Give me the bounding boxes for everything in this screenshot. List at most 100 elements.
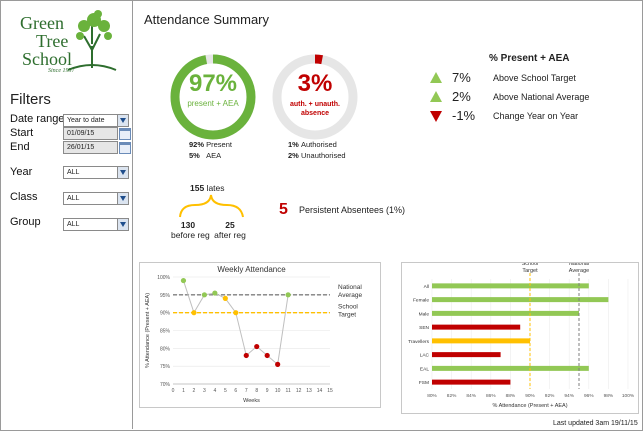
lates-after-value: 25	[225, 220, 235, 230]
year-label: Year	[10, 166, 33, 178]
chart-title: Weekly Attendance	[217, 265, 286, 274]
lates-after-label: after reg	[214, 230, 246, 240]
main-panel: Attendance Summary 97% present + AEA 92%…	[133, 0, 641, 429]
class-value: ALL	[67, 195, 80, 202]
x-tick-label: 13	[306, 388, 312, 394]
end-date-value: 26/01/15	[67, 144, 95, 151]
category-label: SEN	[419, 325, 429, 331]
kpi-label: Above National Average	[493, 92, 590, 102]
arrow-up-icon	[430, 72, 442, 83]
class-select[interactable]: ALL	[63, 192, 129, 205]
calendar-icon[interactable]	[119, 142, 131, 154]
x-tick-label: 86%	[486, 393, 496, 399]
year-select[interactable]: ALL	[63, 166, 129, 179]
persistent-label: Persistent Absentees (1%)	[299, 205, 406, 215]
national-average-label-1: National	[338, 284, 362, 291]
present-gauge-arc	[170, 54, 256, 140]
x-tick-label: 4	[213, 388, 216, 394]
data-point	[285, 292, 291, 298]
reference-label-1: School	[522, 263, 539, 267]
x-tick-label: 6	[234, 388, 237, 394]
bar	[432, 297, 609, 303]
unauthorised-text: Unauthorised	[300, 151, 346, 160]
chevron-down-icon[interactable]	[117, 167, 128, 178]
x-tick-label: 9	[266, 388, 269, 394]
sidebar: Green Tree School Since 1957 Filters Dat…	[0, 0, 133, 429]
logo-since: Since 1957	[48, 68, 75, 74]
group-attendance-svg: 80% 82% 84% 86% 88% 90% 92% 94% 96% 98% 100% % Atte…	[408, 261, 635, 409]
x-tick-label: 12	[296, 388, 302, 394]
class-label: Class	[10, 191, 38, 203]
bar	[432, 310, 579, 316]
school-target-label-1: School	[338, 304, 358, 311]
category-label: All	[424, 284, 429, 290]
x-tick-label: 82%	[447, 393, 457, 399]
data-point	[243, 352, 249, 359]
group-attendance-chart: 80% 82% 84% 86% 88% 90% 92% 94% 96% 98% 100% % Atte…	[401, 261, 639, 414]
x-tick-label: 96%	[584, 393, 594, 399]
end-date-input[interactable]: 26/01/15	[63, 141, 131, 154]
category-label: LAC	[420, 353, 430, 359]
x-tick-label: 2	[193, 388, 196, 394]
x-tick-label: 8	[255, 388, 258, 394]
kpi-label: Change Year on Year	[493, 111, 579, 121]
date-range-select[interactable]: Year to date	[63, 114, 129, 127]
page-title: Attendance Summary	[144, 12, 270, 27]
category-label: EAL	[420, 366, 429, 372]
present-gauge	[170, 54, 256, 140]
x-tick-label: 80%	[427, 393, 437, 399]
x-tick-label: 92%	[545, 393, 555, 399]
chevron-down-icon[interactable]	[117, 219, 128, 230]
present-value: 92%	[189, 140, 205, 149]
x-tick-label: 90%	[525, 393, 535, 399]
aea-text: AEA	[206, 151, 222, 160]
arrow-up-icon	[430, 91, 442, 102]
x-axis-label: Weeks	[243, 398, 260, 404]
x-tick-label: 15	[327, 388, 333, 394]
data-point	[212, 290, 218, 296]
absence-gauge-label-1: auth. + unauth.	[290, 101, 340, 108]
series-line	[182, 280, 289, 366]
lates-total-value: 155	[190, 183, 205, 193]
chevron-down-icon[interactable]	[117, 115, 128, 126]
date-range-label: Date range	[10, 113, 65, 125]
lates-before: 130 before reg	[171, 220, 210, 240]
bar	[432, 365, 589, 371]
group-value: ALL	[67, 221, 80, 228]
x-tick-label: 3	[203, 388, 206, 394]
x-tick-label: 84%	[466, 393, 476, 399]
data-point	[180, 277, 187, 284]
x-tick-label: 10	[275, 388, 281, 394]
kpi-value: -1%	[452, 108, 476, 123]
group-select[interactable]: ALL	[63, 218, 129, 231]
y-tick-label: 80%	[160, 346, 171, 352]
data-point	[254, 343, 260, 350]
y-tick-label: 70%	[160, 382, 171, 388]
data-point	[275, 361, 281, 367]
x-tick-label: 7	[245, 388, 248, 394]
x-axis-label: % Attendance (Present + AEA)	[492, 403, 567, 409]
data-point	[233, 310, 239, 316]
authorised-text: Authorised	[300, 140, 337, 149]
arrow-down-icon	[430, 111, 442, 122]
x-tick-label: 14	[317, 388, 323, 394]
calendar-icon[interactable]	[119, 128, 131, 140]
absence-breakdown-1: 1% Authorised	[288, 140, 337, 149]
bar	[432, 352, 501, 358]
reference-label-1: National	[569, 263, 589, 267]
data-point	[201, 292, 207, 298]
bar	[432, 324, 521, 330]
end-label: End	[10, 141, 30, 153]
bar	[432, 379, 511, 385]
lates-before-label: before reg	[171, 230, 210, 240]
absence-gauge-value: 3%	[297, 70, 333, 97]
lates-total: 155 lates	[190, 183, 225, 193]
last-updated: Last updated 3am 19/11/15	[553, 420, 638, 427]
present-gauge-label: present + AEA	[187, 99, 239, 108]
absence-gauge	[272, 54, 358, 140]
chevron-down-icon[interactable]	[117, 193, 128, 204]
start-date-input[interactable]: 01/09/15	[63, 127, 131, 140]
tree-logo-icon	[67, 10, 117, 71]
y-tick-label: 85%	[160, 329, 171, 335]
logo-line3: School	[22, 49, 73, 69]
